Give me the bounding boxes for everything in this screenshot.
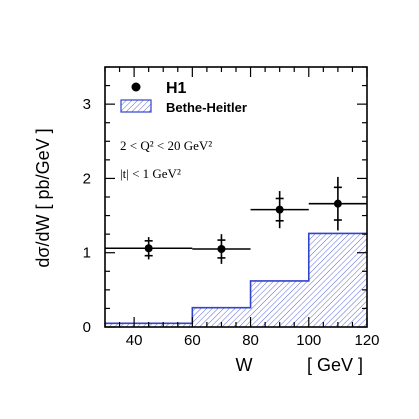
histogram-layer (105, 232, 367, 327)
x-tick-label-4: 120 (354, 332, 379, 349)
data-point-1 (192, 234, 251, 264)
points-layer (105, 176, 367, 264)
y-tick-label-1: 1 (83, 245, 91, 262)
legend-marker-h1 (131, 82, 141, 92)
x-tick-label-2: 80 (242, 332, 259, 349)
x-tick-label-3: 100 (296, 332, 321, 349)
data-point-2 (250, 191, 309, 229)
legend-label-h1: H1 (166, 80, 187, 97)
data-marker (217, 245, 226, 253)
y-axis-label: dσ/dW [ pb/GeV ] (33, 128, 53, 267)
histogram-bin-2 (250, 280, 309, 327)
data-point-0 (105, 237, 193, 260)
data-marker (275, 205, 284, 214)
data-marker (144, 244, 153, 253)
x-axis-label: W (236, 355, 253, 375)
x-tick-label-0: 40 (126, 332, 143, 349)
y-tick-label-3: 3 (83, 96, 91, 113)
y-tick-label-2: 2 (83, 170, 91, 187)
data-point-3 (308, 176, 367, 231)
data-marker (333, 199, 342, 208)
annotation-q2: 2 < Q² < 20 GeV² (120, 138, 212, 153)
legend-label-bethe-heitler: Bethe-Heitler (166, 100, 247, 115)
histogram-bin-3 (308, 233, 367, 327)
x-axis-unit: [ GeV ] (307, 355, 363, 375)
axes-layer (104, 66, 368, 328)
annotation-t: |t| < 1 GeV² (120, 166, 181, 181)
labels-layer: 40 60 80 100 120 0 1 2 3 W [ GeV ] dσ/dW [ pb/GeV ]… (33, 80, 380, 375)
x-tick-label-1: 60 (184, 332, 201, 349)
legend-marker-bethe-heitler (120, 99, 152, 113)
y-tick-label-0: 0 (83, 319, 91, 336)
